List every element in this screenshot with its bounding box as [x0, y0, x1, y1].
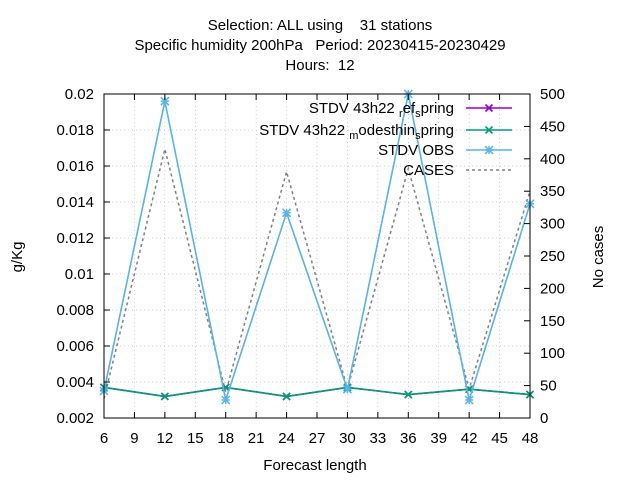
marker-stroke	[404, 390, 413, 399]
series-point	[342, 384, 352, 394]
y2-tick-label: 450	[540, 118, 565, 135]
series-point	[160, 392, 169, 401]
x-tick-label: 9	[130, 430, 138, 447]
marker-stroke	[160, 392, 169, 401]
y-tick-label: 0.004	[56, 374, 94, 391]
y2-tick-label: 400	[540, 151, 565, 168]
series-line-1	[103, 386, 531, 398]
y2-tick-label: 350	[540, 183, 565, 200]
x-axis-label: Forecast length	[263, 457, 366, 474]
series-point	[282, 392, 291, 401]
legend-label-0: STDV 43h22 refspring	[309, 100, 454, 120]
x-tick-label: 42	[461, 430, 478, 447]
y2-tick-label: 150	[540, 313, 565, 330]
legend-marker	[484, 103, 494, 113]
x-tick-label: 39	[430, 430, 447, 447]
y2-tick-label: 0	[540, 410, 548, 427]
y2-tick-label: 100	[540, 345, 565, 362]
y-tick-label: 0.018	[56, 122, 94, 139]
chart-title-line-1: Selection: ALL using 31 stations	[207, 17, 433, 34]
x-tick-label: 18	[217, 430, 234, 447]
x-tick-label: 30	[339, 430, 356, 447]
marker-stroke	[282, 392, 291, 401]
x-tick-label: 45	[491, 430, 508, 447]
x-tick-label: 27	[309, 430, 326, 447]
y2-tick-label: 500	[540, 86, 565, 103]
legend-label-2: STDV OBS	[378, 142, 454, 159]
legend-label-1: STDV 43h22 modesthinspring	[259, 122, 454, 142]
y-tick-label: 0.016	[56, 158, 94, 175]
series-point	[464, 395, 474, 405]
x-tick-label: 21	[248, 430, 265, 447]
series-point	[282, 208, 292, 218]
x-tick-label: 15	[187, 430, 204, 447]
y-axis-label: g/Kg	[9, 242, 26, 273]
y2-tick-label: 200	[540, 280, 565, 297]
y2-tick-label: 300	[540, 216, 565, 233]
y2-axis-label: No cases	[590, 226, 607, 289]
x-tick-label: 12	[157, 430, 174, 447]
y-tick-label: 0.02	[65, 86, 94, 103]
legend-label-3: CASES	[403, 162, 454, 179]
series-line-2	[103, 93, 531, 404]
x-tick-label: 33	[370, 430, 387, 447]
axis-ticks: 6 9 12 15 18 21 24 27 30 33 36 39 42 45 48 0.002 0.004 0.…	[56, 86, 565, 447]
series-point	[221, 395, 231, 405]
legend-marker	[484, 125, 494, 135]
x-tick-label: 48	[522, 430, 539, 447]
y2-tick-label: 50	[540, 378, 557, 395]
y-tick-label: 0.012	[56, 230, 94, 247]
y-tick-label: 0.008	[56, 302, 94, 319]
y-tick-label: 0.002	[56, 410, 94, 427]
series-point	[404, 390, 413, 399]
chart-title-line-3: Hours: 12	[285, 57, 355, 74]
y2-tick-label: 250	[540, 248, 565, 265]
y-tick-label: 0.006	[56, 338, 94, 355]
grid-lines	[104, 94, 530, 418]
y-tick-label: 0.01	[65, 266, 94, 283]
y-tick-label: 0.014	[56, 194, 94, 211]
x-tick-label: 24	[278, 430, 295, 447]
x-tick-label: 36	[400, 430, 417, 447]
x-tick-label: 6	[100, 430, 108, 447]
chart-title-line-2: Specific humidity 200hPa Period: 2023041…	[134, 37, 506, 54]
